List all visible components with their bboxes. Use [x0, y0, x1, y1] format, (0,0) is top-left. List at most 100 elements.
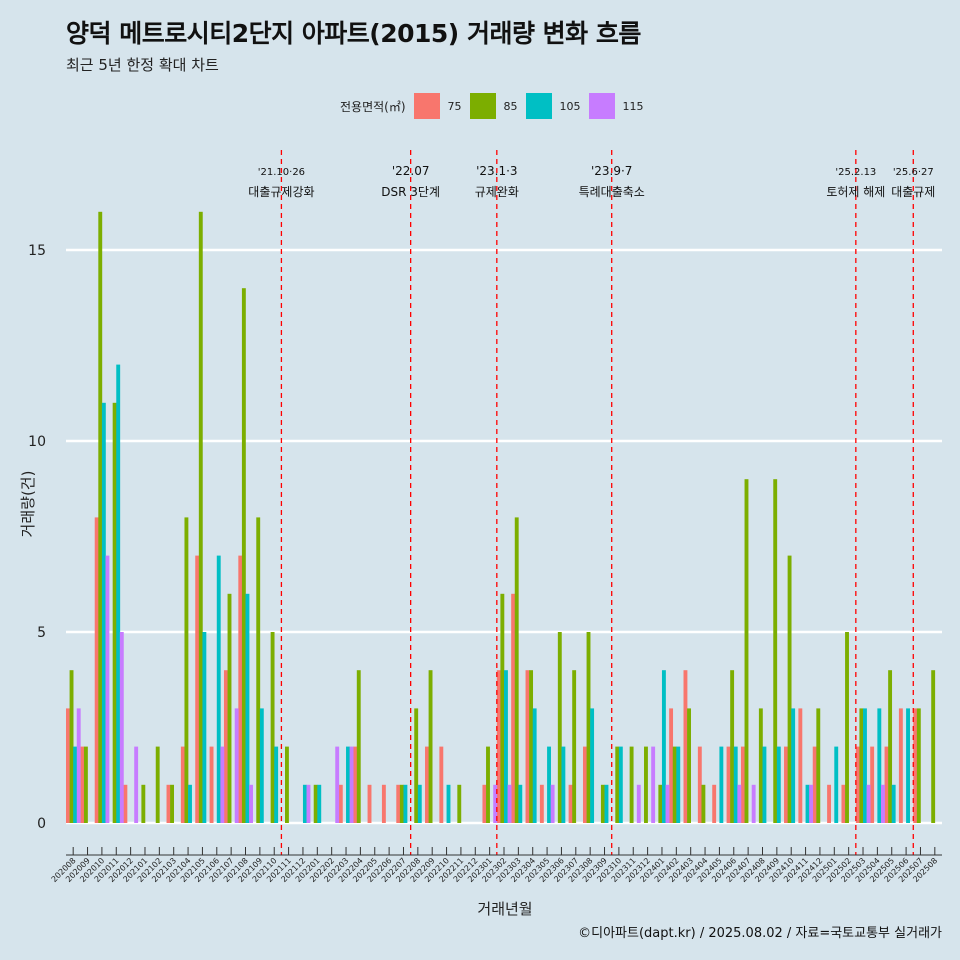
bar-105-202203	[346, 746, 350, 823]
bar-85-202109	[256, 517, 261, 823]
bar-105-202105	[202, 632, 207, 823]
y-tick-label: 15	[28, 243, 46, 259]
bar-75-202411	[798, 708, 803, 823]
event-date-6: '25.6·27	[893, 167, 934, 178]
chart-title: 양덕 메트로시티2단지 아파트(2015) 거래량 변화 흐름	[66, 19, 641, 48]
bar-105-202011	[116, 364, 121, 823]
bar-75-202204	[353, 746, 358, 823]
legend-item-115: 115	[588, 93, 644, 119]
y-tick-label: 0	[37, 816, 46, 832]
bar-85-202303	[514, 517, 519, 823]
bar-85-202310	[615, 746, 620, 823]
bar-115-202010	[105, 555, 110, 823]
bar-105-202401	[661, 670, 666, 823]
legend-label-105: 105	[559, 99, 581, 113]
event-label-6: 대출규제	[891, 185, 935, 199]
bar-115-202305	[550, 784, 555, 823]
bar-105-202406	[733, 746, 738, 823]
bar-115-202112	[306, 784, 311, 823]
bar-105-202112	[302, 784, 307, 823]
bar-105-202309	[604, 784, 609, 823]
bar-85-202306	[557, 632, 562, 823]
bar-85-202406	[730, 670, 735, 823]
bar-105-202411	[805, 784, 810, 823]
bar-85-202011	[112, 402, 117, 823]
bar-105-202402	[676, 746, 681, 823]
bar-85-202507	[916, 708, 921, 823]
bar-85-202107	[227, 593, 232, 823]
bar-115-202107	[234, 708, 239, 823]
bar-75-202105	[195, 555, 200, 823]
bar-75-202107	[223, 670, 228, 823]
bar-75-202307	[568, 784, 573, 823]
bar-105-202304	[532, 708, 537, 823]
event-date-4: '23.9·7	[591, 164, 632, 178]
bar-75-202406	[726, 746, 731, 823]
bar-75-202009	[80, 746, 85, 823]
bar-85-202412	[816, 708, 821, 823]
event-date-2: '22.07	[392, 164, 430, 178]
bar-75-202010	[94, 517, 99, 823]
bar-75-202305	[539, 784, 544, 823]
bar-85-202502	[845, 632, 849, 823]
event-markers: '21.10·26 대출규제강화 '22.07 DSR 3단계 '23.1·3 규제완화 '…	[248, 150, 935, 855]
event-label-4: 특례대출축소	[579, 185, 645, 199]
bar-105-202104	[188, 784, 192, 823]
bar-105-202306	[561, 746, 566, 823]
bar-85-202402	[672, 746, 677, 823]
bar-105-202501	[834, 746, 839, 823]
bar-115-202302	[507, 784, 512, 823]
bar-115-202401	[665, 784, 670, 823]
bar-75-202503	[855, 746, 860, 823]
bar-105-202408	[762, 746, 767, 823]
bar-85-202311	[629, 746, 634, 823]
bar-115-202012	[134, 746, 139, 823]
legend-label-85: 85	[503, 99, 518, 113]
bar-105-202008	[73, 746, 78, 823]
bar-75-202308	[582, 746, 587, 823]
bar-75-202404	[697, 746, 702, 823]
bar-105-202405	[719, 746, 724, 823]
bar-105-202305	[547, 746, 551, 823]
bar-85-202204	[356, 670, 361, 823]
bar-85-202403	[687, 708, 691, 823]
bar-85-202010	[98, 211, 103, 824]
bar-105-202108	[245, 593, 250, 823]
bar-75-202405	[712, 784, 717, 823]
event-label-2: DSR 3단계	[381, 185, 440, 199]
legend-item-75: 75	[413, 93, 462, 119]
bar-75-202205	[367, 784, 372, 823]
bar-105-202208	[417, 784, 422, 823]
bar-115-202407	[751, 784, 756, 823]
bar-115-202503	[866, 784, 871, 823]
bar-75-202209	[425, 746, 429, 823]
legend-title: 전용면적(㎡)	[340, 99, 406, 114]
bar-75-202412	[812, 746, 817, 823]
bar-105-202308	[590, 708, 595, 823]
event-label-1: 대출규제강화	[248, 185, 314, 199]
bar-115-202008	[76, 708, 81, 823]
bar-85-202101	[141, 784, 146, 823]
event-date-5: '25.2.13	[835, 167, 876, 178]
legend-label-75: 75	[447, 99, 462, 113]
bar-115-202202	[335, 746, 340, 823]
bar-75-202012	[123, 784, 128, 823]
legend-swatch-85	[469, 93, 496, 119]
legend-item-105: 105	[525, 93, 581, 119]
bar-75-202106	[209, 746, 214, 823]
bar-115-202011	[119, 632, 124, 823]
bar-115-202406	[737, 784, 742, 823]
bar-85-202111	[285, 746, 289, 823]
bar-85-202209	[428, 670, 433, 823]
chart-subtitle: 최근 5년 한정 확대 차트	[66, 56, 219, 74]
bar-115-202108	[249, 784, 253, 823]
bar-85-202404	[701, 784, 706, 823]
bar-105-202106	[216, 555, 221, 823]
bar-85-202108	[241, 288, 246, 823]
bar-85-202207	[399, 784, 404, 823]
bar-75-202103	[166, 784, 171, 823]
bar-115-202504	[880, 784, 885, 823]
bar-105-202410	[791, 708, 796, 823]
bar-115-202301	[493, 784, 498, 823]
